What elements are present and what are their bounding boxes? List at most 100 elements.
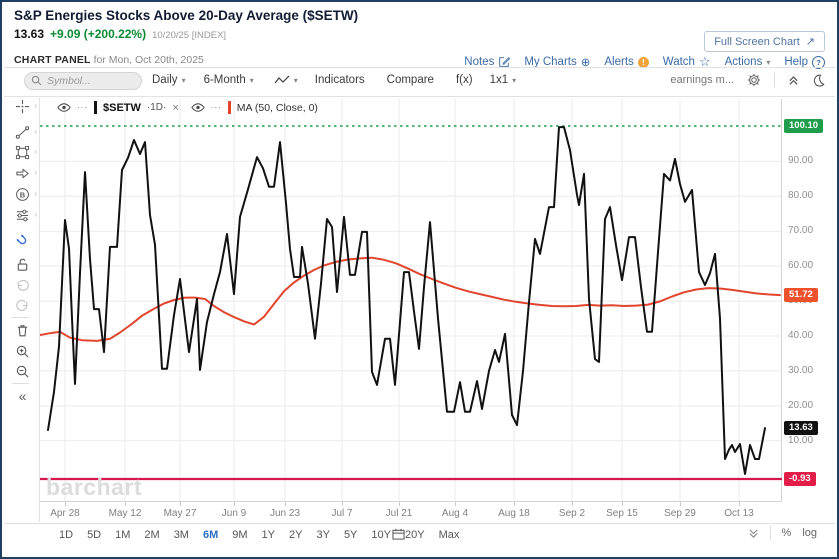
indicators-button[interactable]: Indicators xyxy=(314,74,365,86)
settings-sliders-tool[interactable]: › xyxy=(9,205,37,225)
collapse-tools-button[interactable]: « xyxy=(9,386,36,406)
chart-type-dropdown[interactable]: ▾ xyxy=(274,75,298,85)
divider xyxy=(4,67,835,68)
eye-visibility-icon[interactable] xyxy=(191,102,205,113)
circled-b-icon: B xyxy=(16,187,29,201)
range-button-9m[interactable]: 9M xyxy=(232,529,248,541)
trendline-tool[interactable]: › xyxy=(9,122,37,142)
eye-visibility-icon[interactable] xyxy=(57,102,71,113)
x-axis-tick xyxy=(125,502,126,506)
divider xyxy=(39,98,40,522)
redo-button[interactable] xyxy=(9,295,36,315)
ma-color-chip xyxy=(227,101,231,114)
chevron-down-icon: ▾ xyxy=(512,75,517,85)
search-icon xyxy=(31,75,42,86)
expand-bottom-panel-icon[interactable] xyxy=(748,528,759,539)
close-icon[interactable]: × xyxy=(172,101,179,114)
y-axis-label: 80.00 xyxy=(788,190,814,202)
chart-toolbar: Daily ▾ 6-Month ▾ ▾ Indicators Compare f(x… xyxy=(152,70,516,90)
crosshair-tool[interactable]: › xyxy=(9,96,37,116)
series-menu-icon[interactable]: ··· xyxy=(77,103,88,112)
expand-caret-icon: › xyxy=(34,189,37,198)
zoom-in-button[interactable] xyxy=(9,341,36,361)
template-name[interactable]: earnings m... xyxy=(670,74,734,86)
panel-label: CHART PANEL xyxy=(14,54,91,66)
series-menu-icon[interactable]: ··· xyxy=(210,103,222,112)
full-screen-chart-button[interactable]: Full Screen Chart ↗ xyxy=(704,31,825,52)
watch-link[interactable]: Watch ☆ xyxy=(662,54,711,69)
range-button-2m[interactable]: 2M xyxy=(144,529,160,541)
dark-mode-moon-icon[interactable] xyxy=(812,74,825,87)
price-chart-svg[interactable] xyxy=(40,99,782,502)
range-button-5d[interactable]: 5D xyxy=(87,529,102,541)
x-axis-label: Sep 29 xyxy=(664,508,696,519)
sliders-icon xyxy=(16,209,29,221)
delete-drawings-button[interactable] xyxy=(9,320,36,340)
x-axis-tick xyxy=(342,502,343,506)
collapse-toolbar-icon[interactable] xyxy=(788,75,799,86)
range-button-3y[interactable]: 3Y xyxy=(316,529,330,541)
period-dropdown[interactable]: Daily ▾ xyxy=(152,74,186,86)
notes-link[interactable]: Notes xyxy=(464,56,511,68)
expand-caret-icon: › xyxy=(34,127,37,136)
expand-caret-icon: › xyxy=(34,168,37,177)
x-axis-label: Jun 9 xyxy=(221,508,247,519)
magnet-icon xyxy=(16,234,27,244)
axis-price-badge: -0.93 xyxy=(784,472,816,486)
range-button-20y[interactable]: 20Y xyxy=(404,529,425,541)
undo-button[interactable] xyxy=(9,275,36,295)
range-dropdown[interactable]: 6-Month ▾ xyxy=(203,74,254,86)
scale-controls: % log xyxy=(748,526,817,540)
legend-interval: ·1D· xyxy=(146,102,167,113)
shapes-tool[interactable]: › xyxy=(9,142,37,162)
trash-icon xyxy=(17,324,28,336)
star-icon: ☆ xyxy=(698,54,711,69)
x-axis-tick xyxy=(65,502,66,506)
actions-link[interactable]: Actions ▾ xyxy=(724,56,771,68)
full-screen-label: Full Screen Chart xyxy=(714,35,800,48)
arrow-annotation-tool[interactable]: › xyxy=(9,163,37,183)
panel-date: for Mon, Oct 20th, 2025 xyxy=(90,54,204,66)
expand-arrow-icon: ↗ xyxy=(805,36,815,48)
range-button-2y[interactable]: 2Y xyxy=(289,529,303,541)
percent-scale-button[interactable]: % xyxy=(781,527,792,539)
chart-legend: ··· $SETW ·1D· × ··· MA (50, Close, 0) xyxy=(57,101,318,114)
gear-icon[interactable] xyxy=(747,73,761,87)
x-axis-label: Aug 4 xyxy=(441,508,469,519)
x-axis-label: Jul 7 xyxy=(331,508,353,519)
expand-caret-icon: › xyxy=(34,210,37,219)
last-price: 13.63 xyxy=(14,27,45,41)
range-button-5y[interactable]: 5Y xyxy=(343,529,358,541)
range-button-6m[interactable]: 6M xyxy=(202,529,219,541)
help-link[interactable]: Help ? xyxy=(784,55,825,69)
chevron-down-icon: ▾ xyxy=(766,57,771,67)
alerts-link[interactable]: Alerts ! xyxy=(604,56,649,68)
range-button-max[interactable]: Max xyxy=(438,529,460,541)
axis-price-badge: 13.63 xyxy=(784,421,818,435)
range-button-1d[interactable]: 1D xyxy=(59,529,74,541)
x-axis-label: May 12 xyxy=(108,508,142,519)
arrow-icon xyxy=(16,168,29,178)
magnet-tool[interactable] xyxy=(9,230,36,250)
compare-button[interactable]: Compare xyxy=(386,74,434,86)
calendar-button[interactable] xyxy=(392,528,405,540)
barchart-watermark: barchart xyxy=(46,474,143,500)
my-charts-link[interactable]: My Charts ⊕ xyxy=(524,56,591,69)
symbol-search-input[interactable] xyxy=(24,72,142,90)
grid-layout-dropdown[interactable]: 1x1 ▾ xyxy=(489,74,517,86)
range-button-10y[interactable]: 10Y xyxy=(371,529,391,541)
zoom-out-button[interactable] xyxy=(9,361,36,381)
range-button-3m[interactable]: 3M xyxy=(173,529,189,541)
divider xyxy=(4,523,835,524)
lock-tool[interactable] xyxy=(9,254,36,274)
range-button-1y[interactable]: 1Y xyxy=(261,529,275,541)
expressions-button[interactable]: f(x) xyxy=(455,74,473,86)
range-button-1m[interactable]: 1M xyxy=(115,529,131,541)
series-color-chip xyxy=(94,101,97,114)
x-axis-tick xyxy=(180,502,181,506)
brush-b-tool[interactable]: B › xyxy=(9,184,37,204)
y-axis-label: 40.00 xyxy=(788,330,814,341)
expand-caret-icon: › xyxy=(34,101,37,110)
log-scale-button[interactable]: log xyxy=(802,527,817,539)
